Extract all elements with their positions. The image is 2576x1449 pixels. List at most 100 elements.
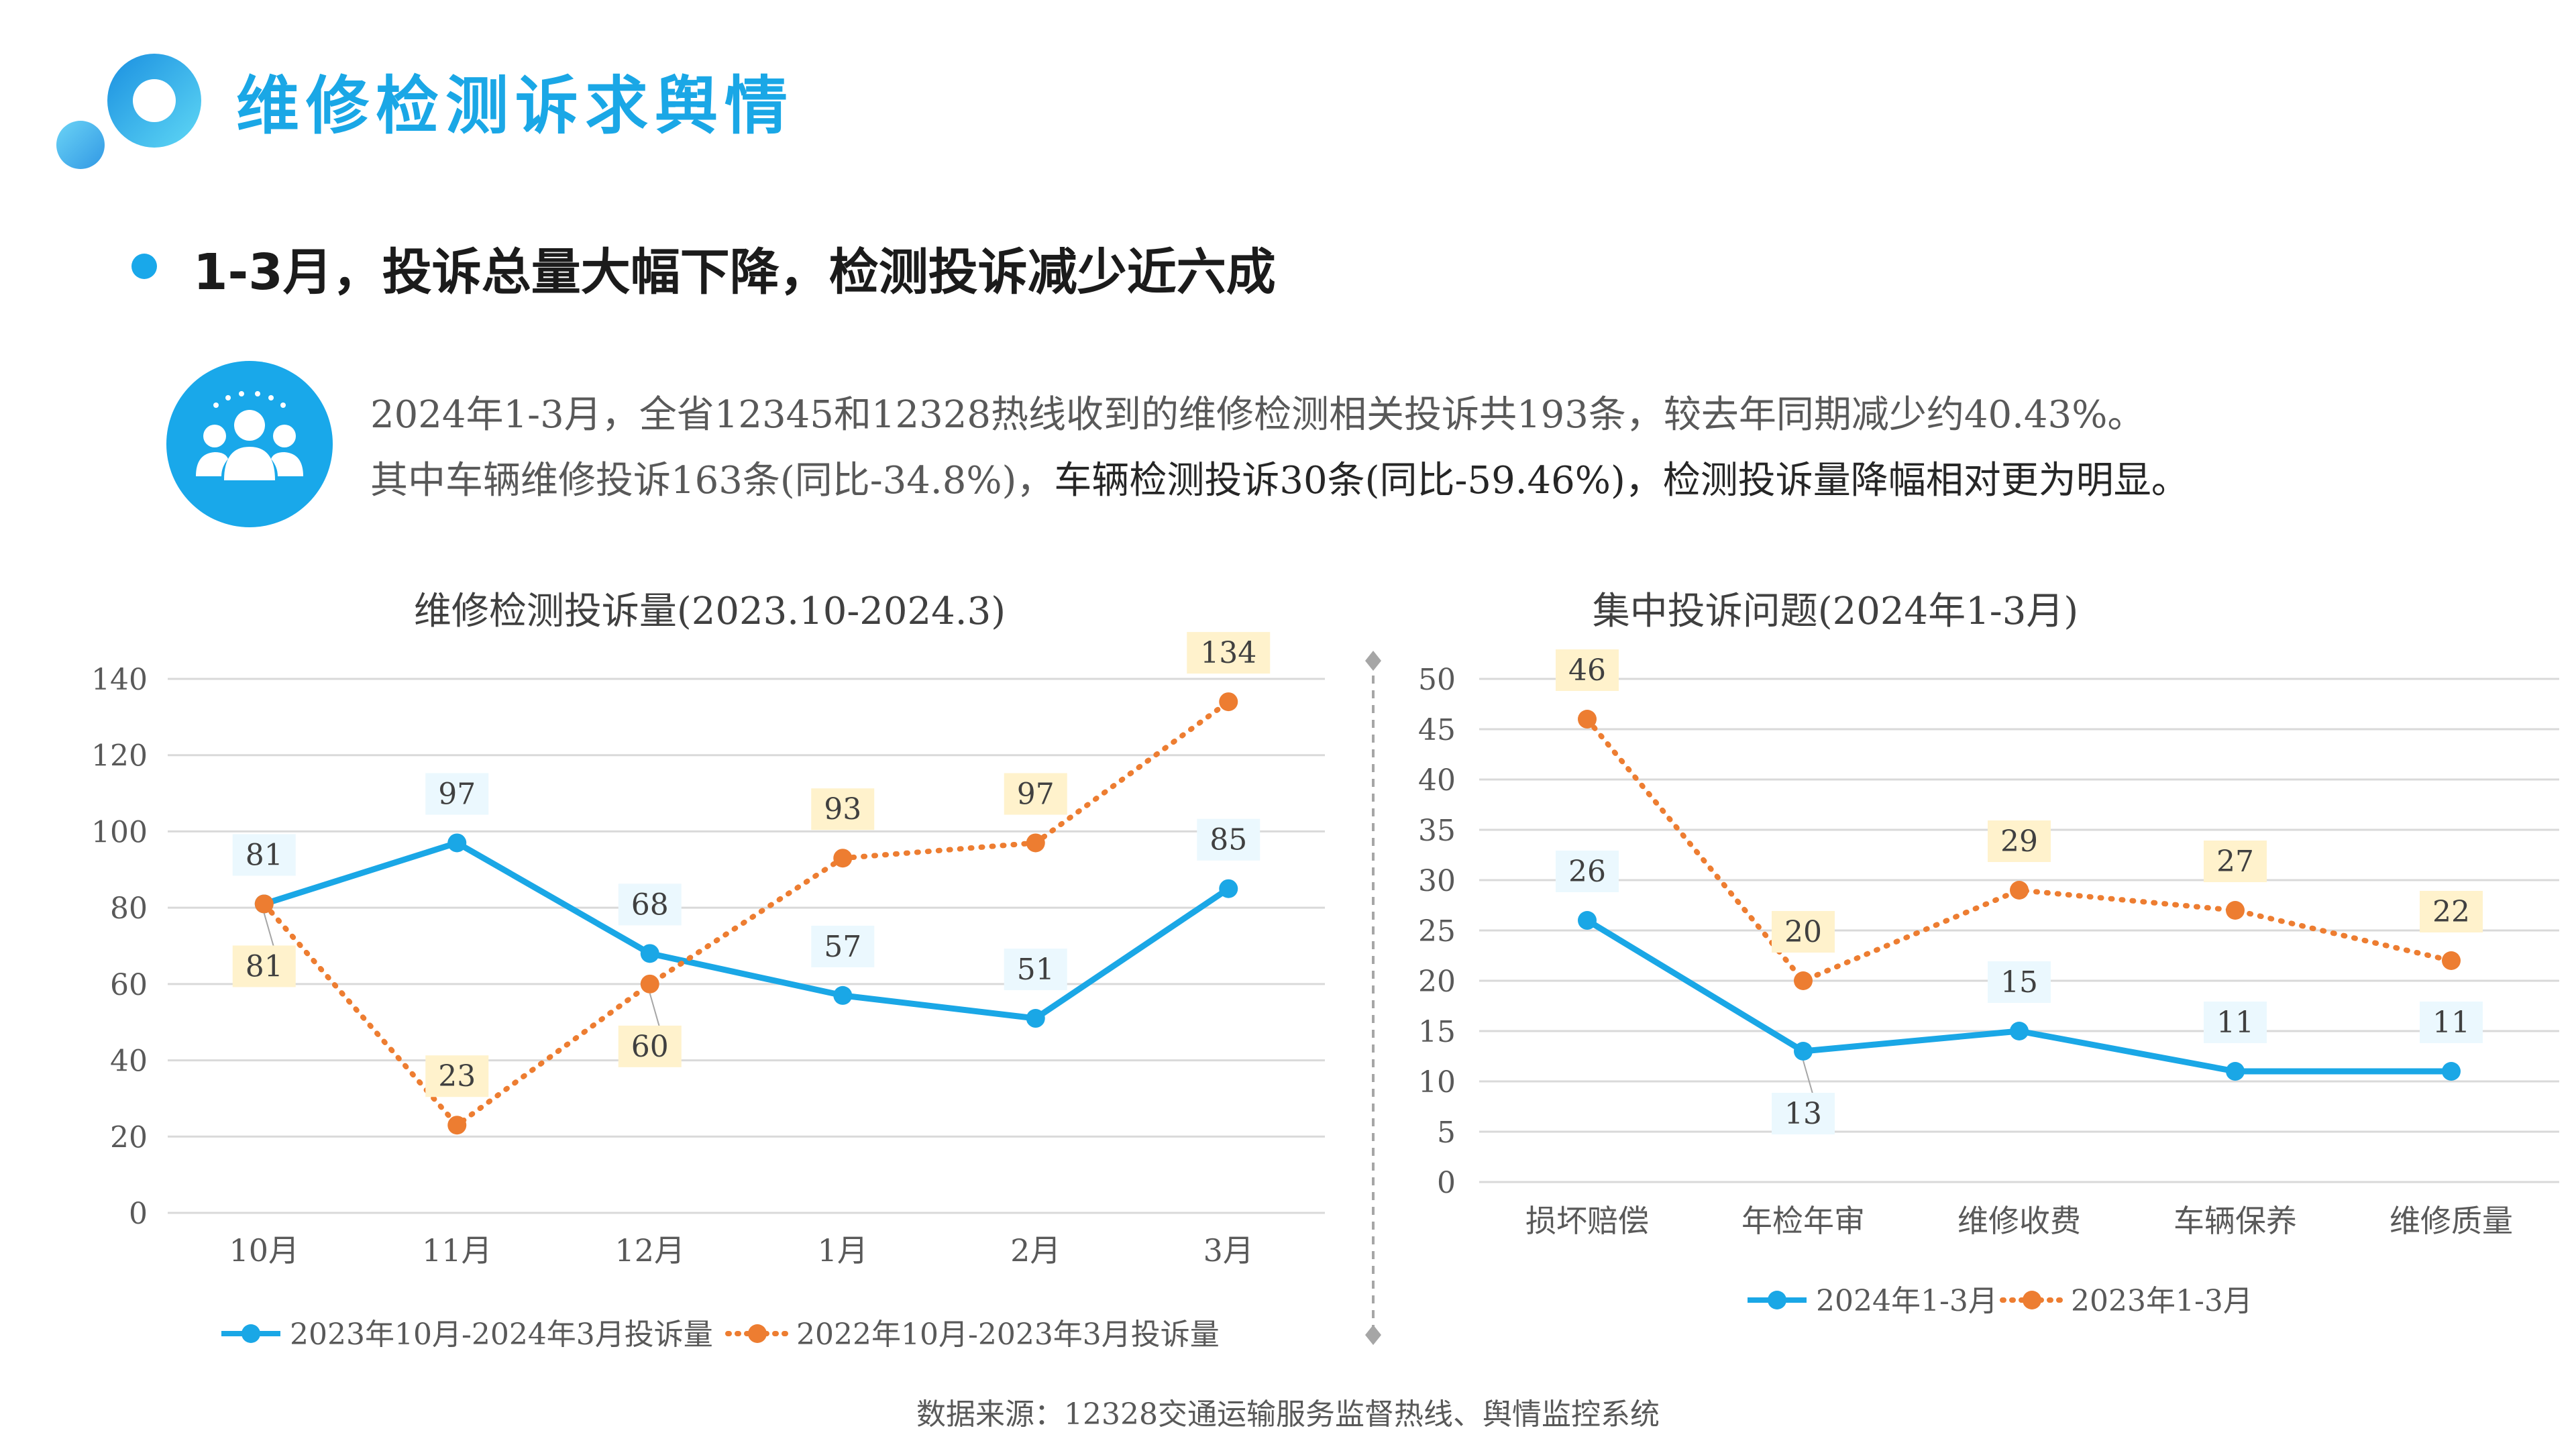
data-label-bg <box>1772 1093 1835 1134</box>
x-tick-label: 3月 <box>1203 1232 1254 1269</box>
x-tick-label: 维修收费 <box>1957 1203 2081 1239</box>
data-label: 57 <box>824 930 861 964</box>
data-label: 11 <box>2216 1006 2254 1040</box>
y-tick-label: 15 <box>1418 1015 1456 1049</box>
leader-line <box>649 993 661 1032</box>
data-label-bg <box>2204 841 2267 882</box>
data-point <box>2226 901 2245 920</box>
y-tick-label: 25 <box>1418 914 1456 949</box>
series-line <box>1585 716 2454 983</box>
y-tick-label: 50 <box>1418 663 1456 697</box>
y-tick-label: 20 <box>1418 965 1456 999</box>
x-tick-label: 1月 <box>818 1232 868 1269</box>
data-label: 68 <box>631 888 669 922</box>
data-label: 22 <box>2432 895 2470 929</box>
data-point <box>1578 710 1597 729</box>
headline: 1-3月，投诉总量大幅下降，检测投诉减少近六成 <box>193 244 1276 301</box>
chart2-title: 集中投诉问题(2024年1-3月) <box>1592 590 2079 633</box>
x-tick-label: 11月 <box>422 1232 492 1269</box>
y-tick-label: 40 <box>110 1044 148 1079</box>
description-line-2-normal: 其中车辆维修投诉163条(同比-34.8%)， <box>370 459 1055 502</box>
data-label: 27 <box>2216 845 2254 879</box>
legend-label: 2023年1-3月 <box>2071 1284 2253 1318</box>
series-line <box>263 839 1230 1022</box>
data-label: 46 <box>1568 653 1606 688</box>
x-tick-label: 车辆保养 <box>2174 1203 2297 1239</box>
leader-line <box>263 913 276 951</box>
data-point <box>1794 971 1813 990</box>
data-label: 81 <box>246 949 283 983</box>
description-text: 2024年1-3月，全省12345和12328热线收到的维修检测相关投诉共193… <box>370 382 2189 514</box>
data-label-bg <box>1004 773 1067 815</box>
page-title: 维修检测诉求舆情 <box>236 70 795 143</box>
data-point <box>1026 833 1045 853</box>
data-label: 15 <box>2000 965 2038 1000</box>
data-label: 13 <box>1784 1097 1822 1131</box>
data-label: 81 <box>246 838 283 872</box>
leader-line <box>1803 1060 1815 1099</box>
data-label-bg <box>2420 891 2483 932</box>
y-tick-label: 35 <box>1418 814 1456 848</box>
data-point <box>640 974 659 994</box>
data-label-bg <box>2420 1002 2483 1043</box>
legend-label: 2022年10月-2023年3月投诉量 <box>796 1318 1220 1352</box>
x-tick-label: 年检年审 <box>1741 1203 1865 1239</box>
data-label-bg <box>811 925 875 967</box>
y-tick-label: 20 <box>110 1120 148 1155</box>
y-tick-label: 120 <box>91 739 148 773</box>
data-label-bg <box>1187 632 1271 674</box>
data-label-bg <box>1988 820 2051 862</box>
y-tick-label: 60 <box>110 968 148 1002</box>
legend-label: 2024年1-3月 <box>1816 1284 1998 1318</box>
y-tick-label: 30 <box>1418 864 1456 898</box>
data-label: 11 <box>2432 1006 2470 1040</box>
data-point <box>2010 881 2029 900</box>
x-tick-label: 2月 <box>1010 1232 1061 1269</box>
data-point <box>2442 951 2461 970</box>
data-label: 134 <box>1200 636 1256 670</box>
x-tick-label: 10月 <box>229 1232 299 1269</box>
bullet-dot <box>131 254 157 279</box>
y-tick-label: 0 <box>1437 1166 1456 1200</box>
y-tick-label: 5 <box>1437 1116 1456 1150</box>
x-tick-label: 12月 <box>614 1232 685 1269</box>
data-label-bg <box>811 788 875 830</box>
data-label-bg <box>1197 818 1260 861</box>
y-tick-label: 100 <box>91 815 148 849</box>
data-point <box>2010 1022 2029 1040</box>
data-point <box>254 894 274 914</box>
legend-swatch-marker <box>2023 1291 2041 1309</box>
divider-diamond-top <box>1365 651 1381 671</box>
data-label: 29 <box>2000 824 2038 859</box>
data-point <box>1219 692 1238 712</box>
data-point <box>2442 1062 2461 1081</box>
data-label: 97 <box>1017 777 1055 811</box>
description-line-2-strong: 车辆检测投诉30条(同比-59.46%)，检测投诉量降幅相对更为明显。 <box>1054 459 2189 502</box>
data-label-bg <box>232 834 296 876</box>
data-point <box>447 1116 467 1135</box>
people-group-icon <box>166 361 333 527</box>
data-label: 26 <box>1568 855 1606 889</box>
chart1-title: 维修检测投诉量(2023.10-2024.3) <box>413 590 1006 633</box>
legend-swatch-marker <box>241 1324 260 1343</box>
data-point <box>833 985 853 1005</box>
data-point <box>1578 911 1597 930</box>
data-label: 97 <box>438 777 476 811</box>
data-point <box>2226 1062 2245 1081</box>
data-label: 23 <box>438 1059 476 1093</box>
data-label-bg <box>618 1025 682 1067</box>
data-label: 85 <box>1210 823 1247 857</box>
data-source: 数据来源：12328交通运输服务监督热线、舆情监控系统 <box>916 1397 1660 1432</box>
y-tick-label: 45 <box>1418 713 1456 747</box>
y-tick-label: 10 <box>1418 1065 1456 1099</box>
data-label-bg <box>1556 851 1619 892</box>
data-label-bg <box>1004 949 1067 991</box>
logo-icon <box>56 54 201 169</box>
data-point <box>640 944 659 963</box>
data-label-bg <box>425 1055 489 1097</box>
data-label: 20 <box>1784 915 1822 949</box>
data-label-bg <box>1772 911 1835 953</box>
y-tick-label: 0 <box>129 1197 148 1231</box>
series-line <box>261 699 1232 1128</box>
